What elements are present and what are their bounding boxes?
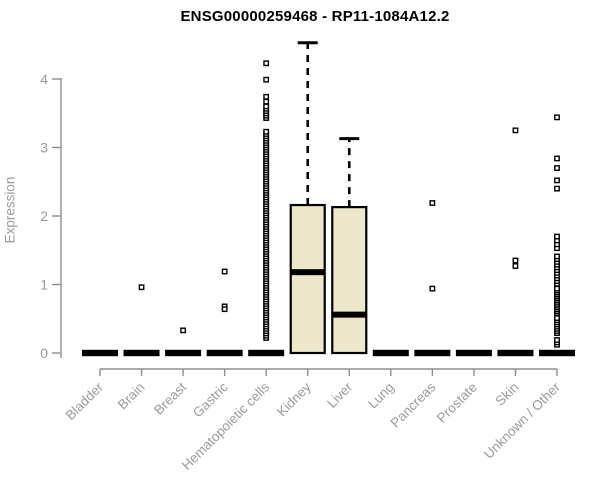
outlier-point <box>554 285 560 292</box>
x-tick-label: Skin <box>492 380 521 409</box>
outlier-point <box>554 155 560 162</box>
x-tick-label: Kidney <box>274 379 314 419</box>
zero-bar <box>455 349 492 357</box>
outlier-point <box>512 263 519 269</box>
zero-bar <box>123 349 160 357</box>
outlier-point <box>263 60 270 67</box>
outlier-point <box>512 127 519 134</box>
y-tick-label: 0 <box>40 345 48 361</box>
outlier-point <box>554 185 560 192</box>
x-tick-label: Prostate <box>434 380 480 426</box>
zero-bar <box>538 349 575 357</box>
outlier-point <box>138 284 145 291</box>
outlier-point <box>554 233 560 240</box>
x-tick-label: Brain <box>115 380 148 413</box>
zero-bar <box>414 349 451 357</box>
box <box>289 203 326 355</box>
y-axis-label: Expression <box>2 176 18 244</box>
zero-bar <box>248 349 285 357</box>
outlier-point <box>263 98 270 105</box>
x-tick-label: Lung <box>365 380 397 412</box>
outlier-point <box>554 315 560 321</box>
outlier-point <box>429 200 436 206</box>
y-tick-label: 2 <box>40 208 48 224</box>
x-tick-label: Breast <box>151 379 189 417</box>
y-tick-label: 3 <box>40 140 48 156</box>
outlier-point <box>429 285 436 292</box>
zero-bar <box>372 349 409 357</box>
median-line <box>332 311 367 318</box>
x-tick-label: Liver <box>324 379 356 411</box>
x-tick-label: Unknown / Other <box>481 379 564 462</box>
outlier-point <box>263 93 270 100</box>
outlier-point <box>263 76 270 83</box>
zero-bar <box>497 349 534 357</box>
outlier-point <box>554 337 560 343</box>
outlier-point <box>263 103 270 110</box>
zero-bar <box>82 349 118 357</box>
outlier-point <box>512 257 519 264</box>
x-tick-label: Bladder <box>63 379 107 423</box>
median-line <box>290 269 325 276</box>
y-tick-label: 4 <box>40 71 48 87</box>
y-tick-label: 1 <box>40 277 48 293</box>
box <box>331 205 368 355</box>
x-tick-label: Gastric <box>190 379 231 420</box>
x-tick-label: Pancreas <box>388 379 439 430</box>
outlier-point <box>554 253 560 260</box>
outlier-point <box>554 177 560 184</box>
zero-bar <box>206 349 243 357</box>
chart-title: ENSG00000259468 - RP11-1084A12.2 <box>180 8 450 25</box>
outlier-point <box>221 306 228 313</box>
outlier-point <box>554 114 560 121</box>
outlier-point <box>180 327 186 334</box>
outlier-point <box>554 165 560 171</box>
outlier-point <box>221 268 228 275</box>
outlier-point <box>263 128 270 135</box>
zero-bar <box>165 349 202 357</box>
